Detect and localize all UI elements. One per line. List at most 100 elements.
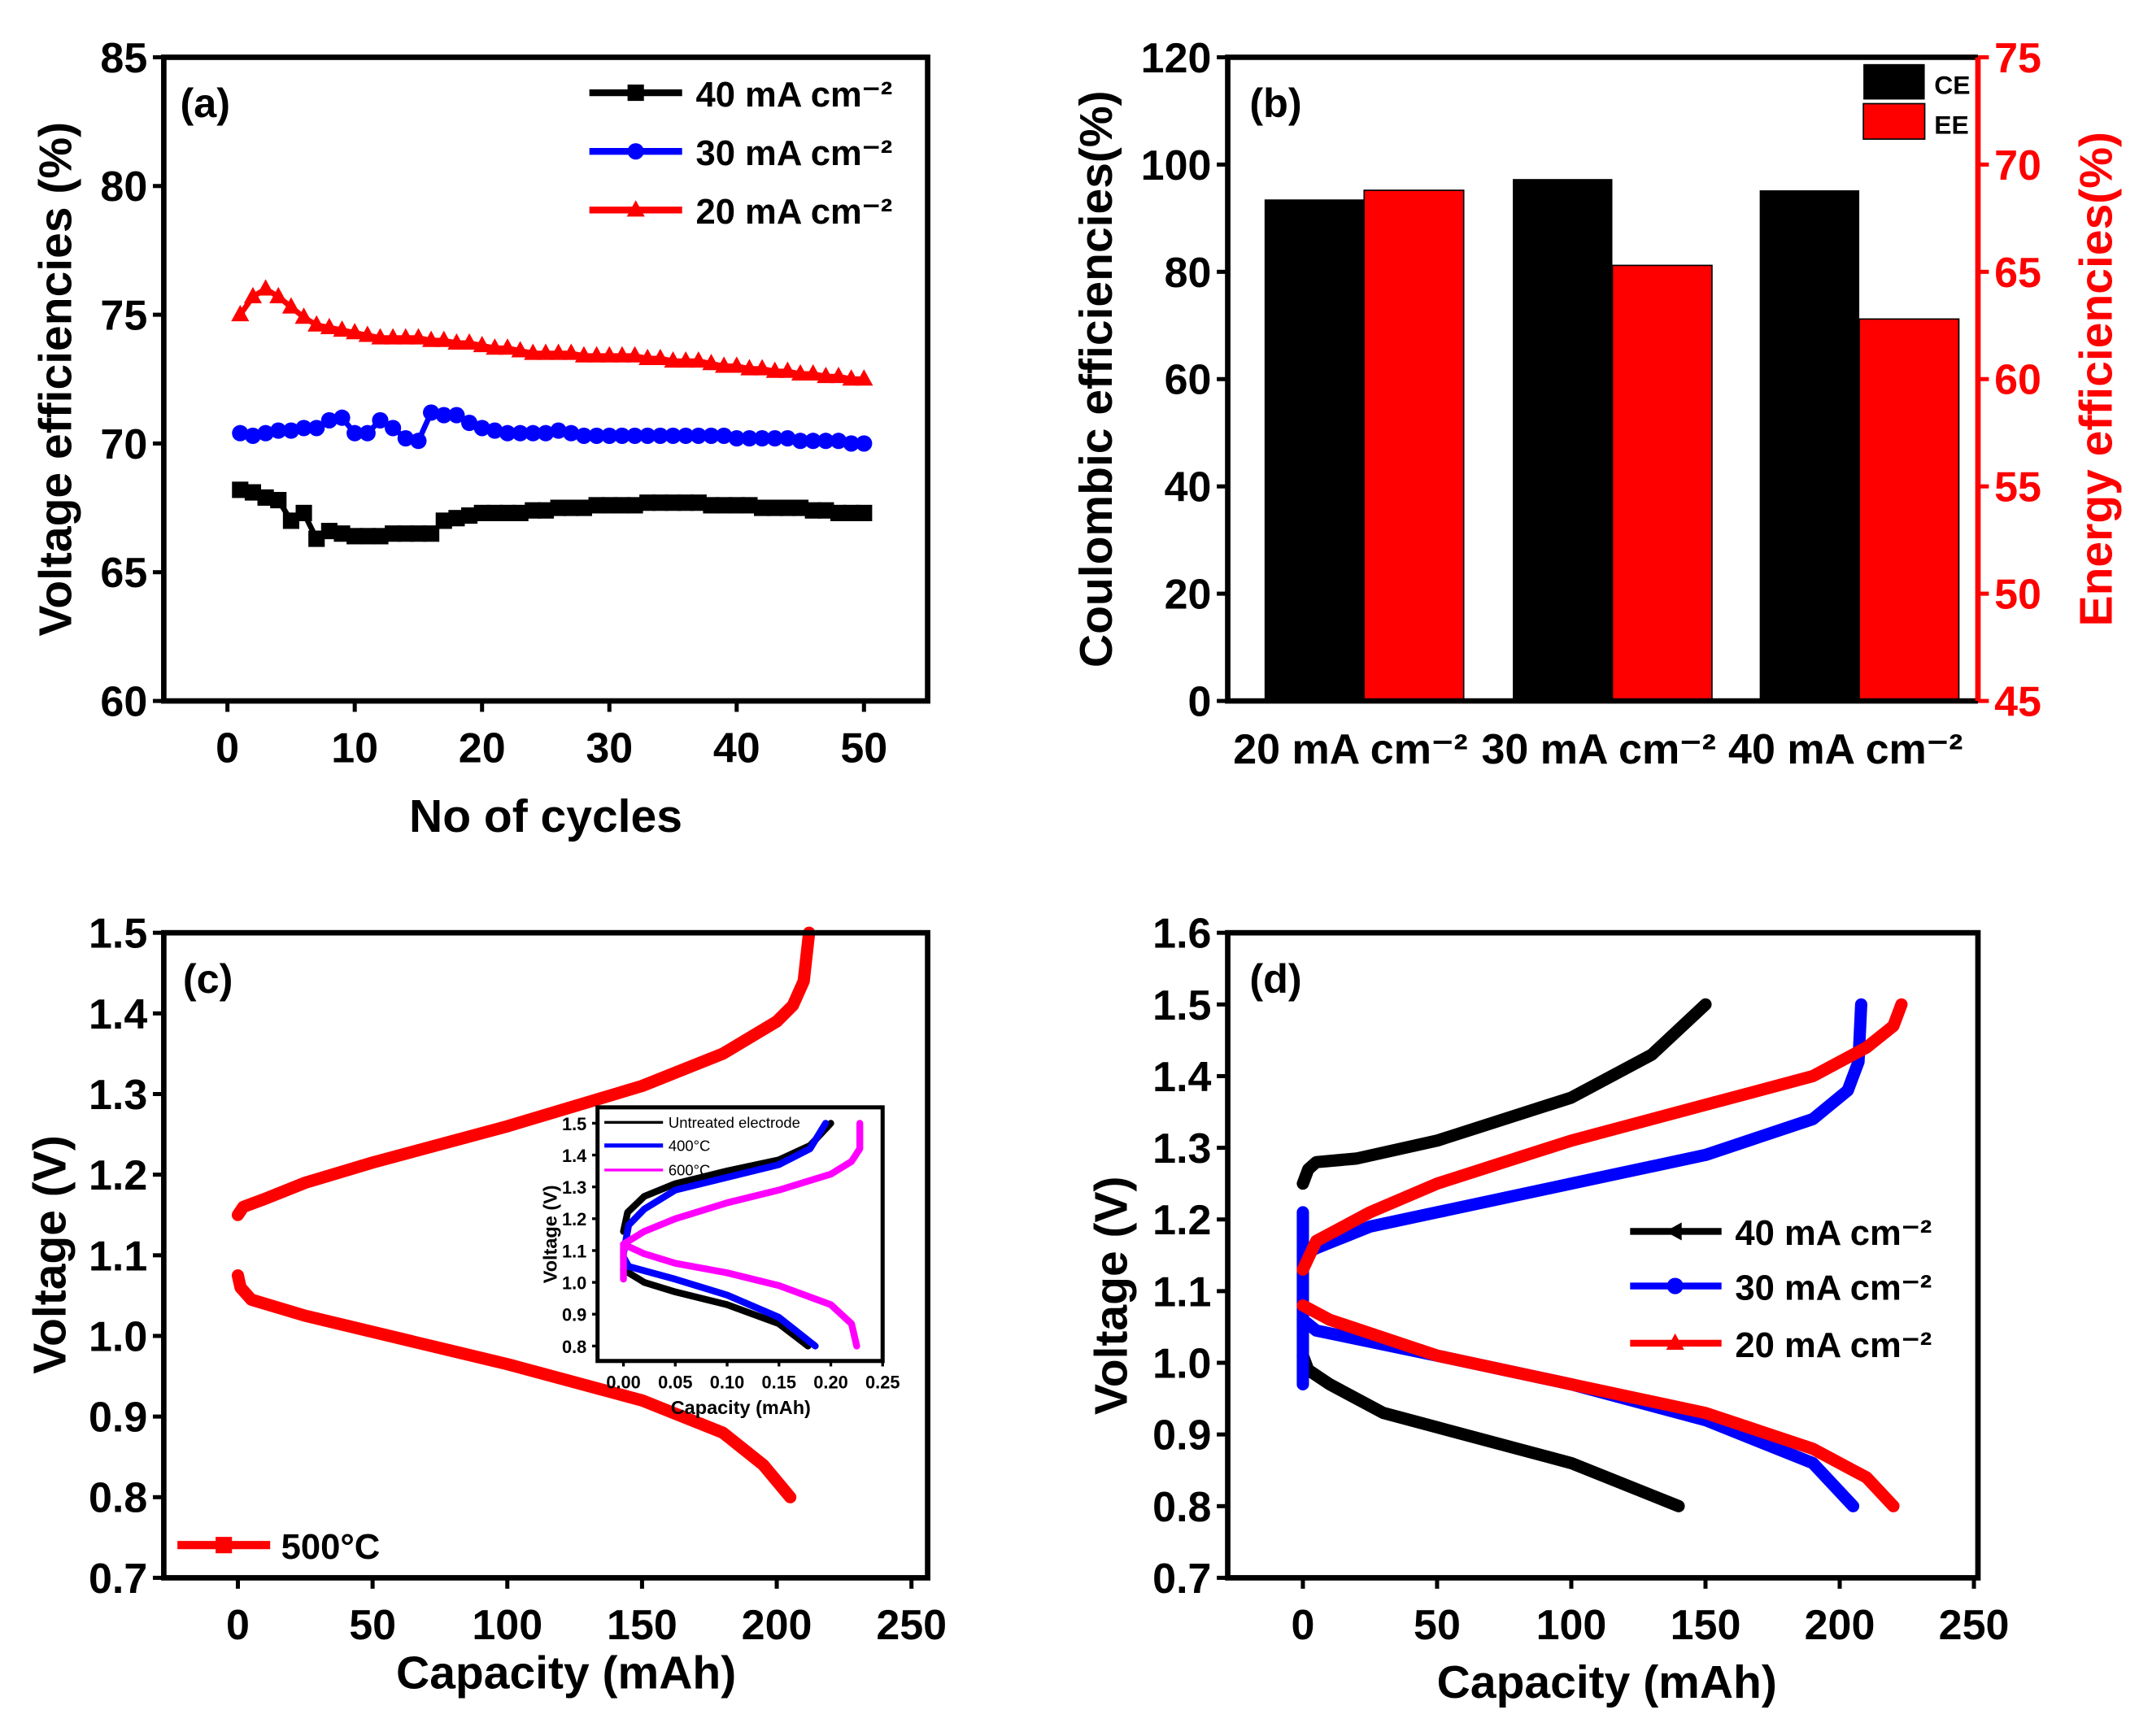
data-point <box>766 430 783 447</box>
panel-c-inset: 0.00 0.05 0.10 0.15 0.20 0.25 0.8 0.9 1.0 1.1 1.2 1… <box>539 1105 900 1418</box>
data-point <box>525 424 542 442</box>
data-point <box>855 369 873 386</box>
panel-b-legend: CE EE <box>1862 63 1971 140</box>
data-point <box>563 424 580 442</box>
data-point <box>537 424 555 442</box>
data-point <box>385 420 402 437</box>
data-point <box>830 433 847 450</box>
legend-marker-20 <box>1630 1333 1722 1351</box>
inset-x-axis-title: Capacity (mAh) <box>671 1397 811 1418</box>
data-point <box>243 286 263 303</box>
x-tick-label: 40 <box>713 725 760 772</box>
data-point <box>473 336 491 353</box>
y-tick-label: 1.5 <box>1152 982 1211 1029</box>
data-point <box>754 499 771 516</box>
legend-symbol <box>627 143 644 160</box>
data-point <box>550 499 567 516</box>
data-point <box>423 525 440 542</box>
data-point <box>359 424 376 442</box>
data-point <box>308 420 325 437</box>
charge-curve <box>1296 998 1712 1190</box>
x-tick-label: 0.20 <box>813 1372 847 1392</box>
data-point <box>829 367 848 384</box>
x-tick-label: 0 <box>226 1602 250 1649</box>
data-point <box>626 427 643 444</box>
data-point <box>664 351 682 368</box>
panel-c-frame <box>161 929 930 1581</box>
data-point <box>550 422 567 439</box>
panel-a: 0 10 20 30 40 50 60 65 70 75 80 85 (a) No of cycles… <box>29 35 930 842</box>
data-point <box>664 494 682 511</box>
legend-marker-40 <box>589 84 682 102</box>
data-point <box>563 499 580 516</box>
data-point <box>856 504 873 521</box>
data-point <box>333 409 351 426</box>
data-point <box>740 359 759 376</box>
y-tick-label: 1.0 <box>1152 1340 1211 1387</box>
data-point <box>295 504 312 521</box>
y2-tick-label: 60 <box>1994 357 2041 404</box>
data-point <box>842 369 860 386</box>
legend-swatch-ee <box>1862 102 1926 140</box>
data-point <box>473 504 490 521</box>
data-point <box>281 297 300 314</box>
data-point <box>600 346 619 363</box>
data-point <box>817 502 834 519</box>
panel-d-legend: 40 mA cm⁻² 30 mA cm⁻² 20 mA cm⁻² <box>1630 1214 1932 1365</box>
y-tick-label: 0 <box>1188 678 1212 725</box>
legend-symbol <box>627 84 644 102</box>
data-point <box>778 361 797 378</box>
x-tick-label: 200 <box>1805 1602 1875 1649</box>
data-point <box>779 499 796 516</box>
y-tick-label: 80 <box>1165 250 1212 297</box>
data-point <box>613 497 630 514</box>
data-point <box>270 422 287 439</box>
data-point <box>651 427 669 444</box>
data-point <box>664 427 682 444</box>
legend-label-30: 30 mA cm⁻² <box>1735 1268 1932 1307</box>
panel-b-label: (b) <box>1249 80 1301 126</box>
y-tick-label: 1.6 <box>1152 911 1211 958</box>
y-tick-label: 60 <box>100 678 147 725</box>
y-tick-label: 1.1 <box>562 1241 586 1261</box>
x-tick-label: 100 <box>1536 1602 1607 1649</box>
data-point <box>856 435 873 452</box>
legend-marker-30 <box>1630 1277 1722 1294</box>
data-point <box>372 411 389 429</box>
y-tick-label: 0.7 <box>89 1555 147 1603</box>
bar-ee <box>1858 318 1960 702</box>
y2-tick-label: 70 <box>1994 142 2041 189</box>
data-point <box>410 433 427 450</box>
panel-d-y-axis-title: Voltage (V) <box>1085 1177 1137 1416</box>
data-point <box>231 305 250 322</box>
legend-symbol <box>626 200 645 217</box>
panel-d: 0 50 100 150 200 250 0.7 0.8 0.9 1.0 1.1 1.2 1.3 1.4 1… <box>1085 911 2009 1708</box>
legend-marker-500c <box>216 1537 233 1554</box>
discharge-curve <box>1296 1299 1900 1512</box>
data-point <box>397 430 414 447</box>
y-tick-label: 65 <box>100 550 147 597</box>
data-point <box>435 407 452 424</box>
data-point <box>703 427 720 444</box>
inset-legend: Untreated electrode 400°C 600°C <box>604 1114 800 1179</box>
data-point <box>791 499 809 516</box>
legend-marker-30 <box>589 143 682 160</box>
data-point <box>587 346 606 363</box>
legend-label-ee: EE <box>1934 110 1969 139</box>
data-point <box>320 317 338 334</box>
data-point <box>575 499 593 516</box>
data-point <box>282 422 299 439</box>
data-point <box>499 504 516 521</box>
y-tick-label: 0.9 <box>89 1394 147 1442</box>
data-point <box>282 512 299 529</box>
y-tick-label: 1.4 <box>1152 1054 1211 1101</box>
x-category-label: 20 mA cm⁻² <box>1233 726 1467 773</box>
x-tick-label: 10 <box>331 725 378 772</box>
data-point <box>372 528 389 545</box>
bar-ee <box>1611 264 1713 702</box>
charge-curve <box>1296 998 1908 1276</box>
x-tick-label: 0 <box>216 725 239 772</box>
y-tick-label: 1.5 <box>562 1114 586 1134</box>
data-point <box>232 481 249 498</box>
data-point <box>703 497 720 514</box>
